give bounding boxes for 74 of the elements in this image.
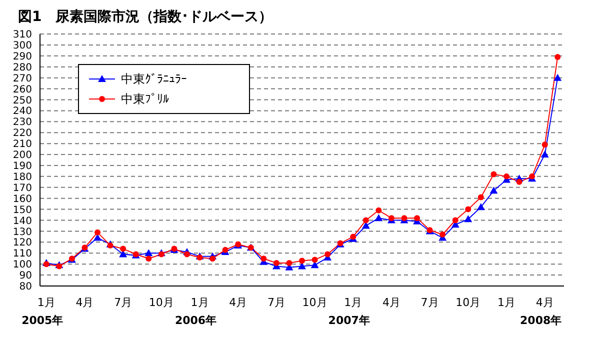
x-tick-label: 7月 xyxy=(114,296,132,309)
point xyxy=(120,246,126,252)
y-tick-label: 170 xyxy=(12,182,32,194)
y-tick-label: 160 xyxy=(12,194,32,205)
y-tick-label: 310 xyxy=(12,30,32,41)
y-tick-label: 190 xyxy=(12,161,32,172)
x-tick-label: 4月 xyxy=(229,296,248,309)
point xyxy=(376,207,382,214)
point xyxy=(503,173,510,180)
point xyxy=(465,206,472,212)
y-tick-label: 80 xyxy=(19,282,32,293)
y-tick-label: 220 xyxy=(12,128,32,140)
point xyxy=(440,232,446,238)
point xyxy=(529,173,536,180)
y-tick-label: 90 xyxy=(19,270,32,282)
point xyxy=(452,217,458,224)
point xyxy=(312,256,318,263)
x-tick-label: 10月 xyxy=(148,296,174,309)
y-tick-label: 280 xyxy=(12,62,32,74)
y-tick-label: 300 xyxy=(12,40,32,52)
y-tick-label: 140 xyxy=(12,216,32,227)
x-tick-label: 1月 2005年 xyxy=(22,296,64,327)
y-tick-label: 180 xyxy=(12,172,32,183)
x-tick-label: 1月 2007年 xyxy=(328,296,370,327)
y-tick-label: 240 xyxy=(12,106,32,118)
y-tick-label: 210 xyxy=(12,139,32,150)
x-tick-label: 7月 xyxy=(420,296,439,309)
legend-label: 中東ﾌﾟﾘﾙ xyxy=(121,90,169,108)
y-tick-label: 250 xyxy=(12,95,32,106)
x-tick-label: 4月 xyxy=(382,296,400,309)
x-tick-label: 1月 xyxy=(497,296,516,309)
y-tick-label: 130 xyxy=(12,226,32,238)
point xyxy=(210,256,216,262)
point xyxy=(273,260,280,266)
point xyxy=(542,142,548,148)
x-tick-label: 4月 xyxy=(76,296,94,309)
point xyxy=(299,258,305,264)
y-tick-label: 230 xyxy=(12,117,32,128)
point xyxy=(286,260,292,266)
x-tick-label: 10月 xyxy=(302,296,328,309)
point xyxy=(464,215,472,222)
point xyxy=(184,251,190,258)
y-tick-label: 100 xyxy=(12,260,32,271)
legend-label: 中東ｸﾞﾗﾆｭﾗｰ xyxy=(121,70,187,88)
x-tick-label: 7月 xyxy=(267,296,286,309)
point xyxy=(374,214,383,222)
point xyxy=(414,215,420,222)
x-tick-label: 4月 2008年 xyxy=(520,296,562,327)
point xyxy=(554,74,562,81)
point xyxy=(324,251,331,258)
point xyxy=(516,178,522,185)
point xyxy=(490,186,498,194)
x-tick-label: 10月 xyxy=(456,296,481,309)
y-tick-label: 120 xyxy=(12,238,32,249)
chart-title: 図1 尿素国際市況（指数･ドルベース） xyxy=(18,8,274,27)
point xyxy=(222,246,228,253)
point xyxy=(476,203,485,210)
y-tick-label: 110 xyxy=(12,248,32,260)
point xyxy=(144,249,153,256)
y-tick-label: 150 xyxy=(12,204,32,216)
x-tick-label: 1月 2006年 xyxy=(174,296,217,327)
point xyxy=(196,254,203,261)
point xyxy=(478,194,484,200)
point xyxy=(554,54,561,60)
y-tick-label: 200 xyxy=(12,150,32,162)
point xyxy=(146,256,152,262)
point xyxy=(94,229,101,236)
point xyxy=(540,150,549,158)
y-tick-label: 260 xyxy=(12,84,32,96)
point xyxy=(362,217,369,224)
y-tick-label: 270 xyxy=(12,73,32,84)
y-tick-label: 290 xyxy=(12,51,32,62)
point xyxy=(260,256,267,262)
point xyxy=(490,171,497,178)
